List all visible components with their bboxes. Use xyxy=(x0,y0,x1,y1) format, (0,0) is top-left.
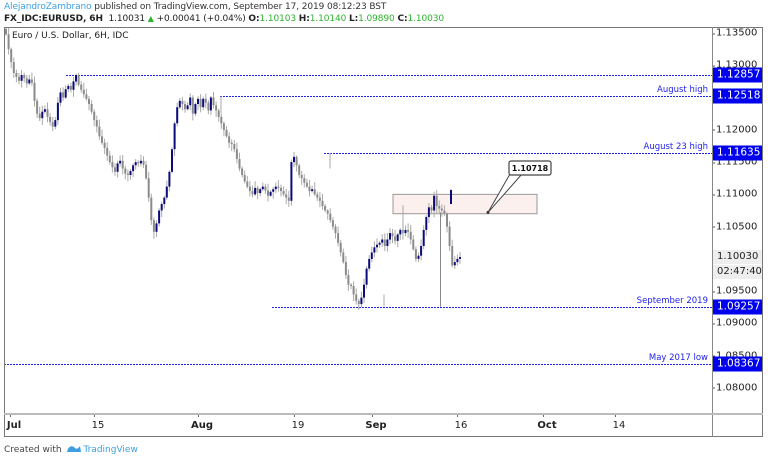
level-price-label: 1.12518 xyxy=(713,88,763,104)
price-tick: 1.13000 xyxy=(711,59,758,71)
time-axis-divider xyxy=(4,413,763,415)
price-tick: 1.09000 xyxy=(711,317,758,329)
level-label: September 2019 xyxy=(636,295,708,306)
price-tick: 1.12000 xyxy=(711,124,758,136)
time-tick: Oct xyxy=(537,420,557,431)
footer: Created with TradingView xyxy=(4,444,138,455)
tradingview-logo-icon xyxy=(67,446,82,452)
time-tick: 15 xyxy=(91,420,105,431)
level-price-label: 1.11635 xyxy=(713,145,763,161)
time-tick-mark xyxy=(94,414,95,417)
time-tick: 19 xyxy=(291,420,305,431)
time-tick: 14 xyxy=(612,420,626,431)
level-label: May 2017 low xyxy=(648,353,708,364)
publish-text: published on TradingView.com, September … xyxy=(91,2,387,12)
symbol-bar: FX_IDC:EURUSD, 6H 1.10031 ▲ +0.00041 (+0… xyxy=(4,14,444,24)
publish-info: AlejandroZambrano published on TradingVi… xyxy=(4,2,386,12)
time-tick-mark xyxy=(543,414,544,417)
close-value: 1.10030 xyxy=(407,14,444,24)
time-tick-mark xyxy=(457,414,458,417)
callout-text: 1.10718 xyxy=(512,164,549,173)
candlestick-chart: 1.10718 xyxy=(4,27,712,365)
level-price-label: 1.12857 xyxy=(713,67,763,82)
price-tick: 1.13500 xyxy=(711,27,758,39)
time-tick-mark xyxy=(372,414,373,417)
price-tick: 1.08500 xyxy=(711,350,758,362)
low-value: 1.09890 xyxy=(358,14,395,24)
level-price-label: 1.09257 xyxy=(713,299,763,315)
symbol: FX_IDC:EURUSD, 6H xyxy=(4,14,103,24)
time-tick: Jul xyxy=(6,420,22,431)
level-label: August high xyxy=(657,85,708,96)
axis-divider xyxy=(712,27,713,437)
current-price-label: 1.10030 xyxy=(713,249,763,264)
level-price-label: 1.08367 xyxy=(713,356,763,372)
time-tick: 16 xyxy=(454,420,468,431)
price-tick: 1.08000 xyxy=(711,382,758,394)
time-tick-mark xyxy=(615,414,616,417)
author-link[interactable]: AlejandroZambrano xyxy=(4,2,92,12)
time-tick: Sep xyxy=(365,420,387,431)
open-value: 1.10103 xyxy=(259,14,296,24)
time-tick-mark xyxy=(294,414,295,417)
bar-countdown: 02:47:40 xyxy=(713,264,763,279)
price-tick: 1.10500 xyxy=(711,221,758,233)
time-tick-mark xyxy=(10,414,11,417)
time-axis[interactable]: Jul 15 Aug 19 Sep 16 Oct 14 xyxy=(4,414,712,437)
last-price: 1.10031 xyxy=(108,14,145,24)
price-tick: 1.09500 xyxy=(711,285,758,297)
created-with-text: Created with xyxy=(4,445,62,455)
level-label: August 23 high xyxy=(643,142,709,153)
high-value: 1.10140 xyxy=(309,14,347,24)
time-tick: Aug xyxy=(190,420,214,431)
close-label: C: xyxy=(397,14,408,24)
chart-title: Euro / U.S. Dollar, 6H, IDC xyxy=(12,31,129,41)
price-axis[interactable]: 1.135001.130001.125001.120001.115001.110… xyxy=(711,27,763,413)
chart-plot-area[interactable]: 1.10718 Euro / U.S. Dollar, 6H, IDC Augu… xyxy=(4,27,712,413)
high-label: H: xyxy=(298,14,310,24)
price-change: +0.00041 (+0.04%) xyxy=(156,14,246,24)
open-label: O: xyxy=(248,14,260,24)
chart-frame xyxy=(4,27,763,437)
price-tick: 1.11500 xyxy=(711,156,758,168)
time-tick-mark xyxy=(198,414,199,417)
tradingview-brand-link[interactable]: TradingView xyxy=(83,445,138,455)
low-label: L: xyxy=(349,14,359,24)
price-callout[interactable] xyxy=(508,160,552,176)
up-arrow-icon: ▲ xyxy=(147,14,154,23)
price-tick: 1.11000 xyxy=(711,188,758,200)
